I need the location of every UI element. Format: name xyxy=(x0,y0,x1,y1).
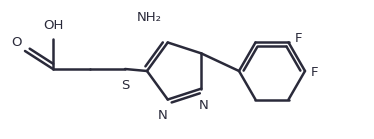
Text: N: N xyxy=(198,99,208,112)
Text: NH₂: NH₂ xyxy=(137,12,162,24)
Text: N: N xyxy=(158,109,168,121)
Text: F: F xyxy=(311,65,319,79)
Text: O: O xyxy=(12,36,22,49)
Text: OH: OH xyxy=(43,19,63,32)
Text: F: F xyxy=(294,32,302,45)
Text: S: S xyxy=(121,79,129,92)
